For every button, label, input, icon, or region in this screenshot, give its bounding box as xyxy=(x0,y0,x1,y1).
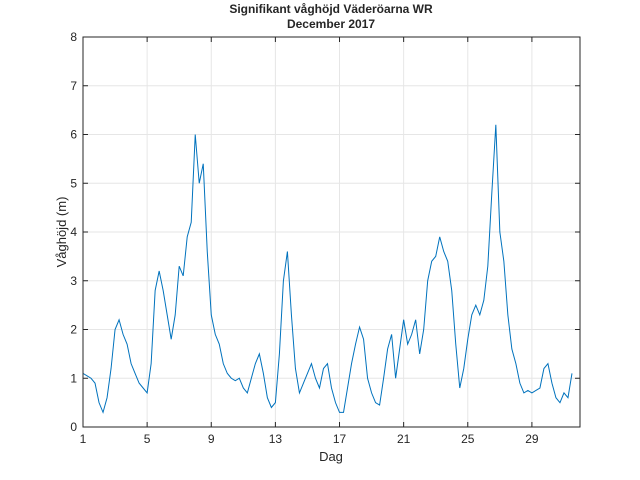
x-tick-label: 29 xyxy=(525,432,539,446)
x-tick-label: 5 xyxy=(144,432,151,446)
x-tick-label: 17 xyxy=(333,432,347,446)
y-tick-label: 8 xyxy=(70,30,77,44)
chart-title: Signifikant våghöjd Väderöarna WR xyxy=(229,2,433,16)
y-tick-label: 3 xyxy=(70,274,77,288)
y-tick-label: 5 xyxy=(70,176,77,190)
data-line xyxy=(82,124,573,414)
y-axis-label: Våghöjd (m) xyxy=(54,197,69,268)
y-tick-label: 1 xyxy=(70,371,77,385)
x-tick-label: 13 xyxy=(269,432,283,446)
y-tick-label: 2 xyxy=(70,323,77,337)
y-tick-label: 7 xyxy=(70,79,77,93)
y-tick-label: 0 xyxy=(70,420,77,434)
chart-subtitle: December 2017 xyxy=(287,17,375,31)
y-tick-label: 4 xyxy=(70,225,77,239)
x-tick-label: 21 xyxy=(397,432,411,446)
x-tick-label: 1 xyxy=(80,432,87,446)
plot-area xyxy=(82,124,573,414)
grid xyxy=(82,36,580,428)
y-tick-label: 6 xyxy=(70,128,77,142)
x-tick-label: 25 xyxy=(461,432,475,446)
x-axis-label: Dag xyxy=(319,449,343,464)
x-tick-label: 9 xyxy=(208,432,215,446)
